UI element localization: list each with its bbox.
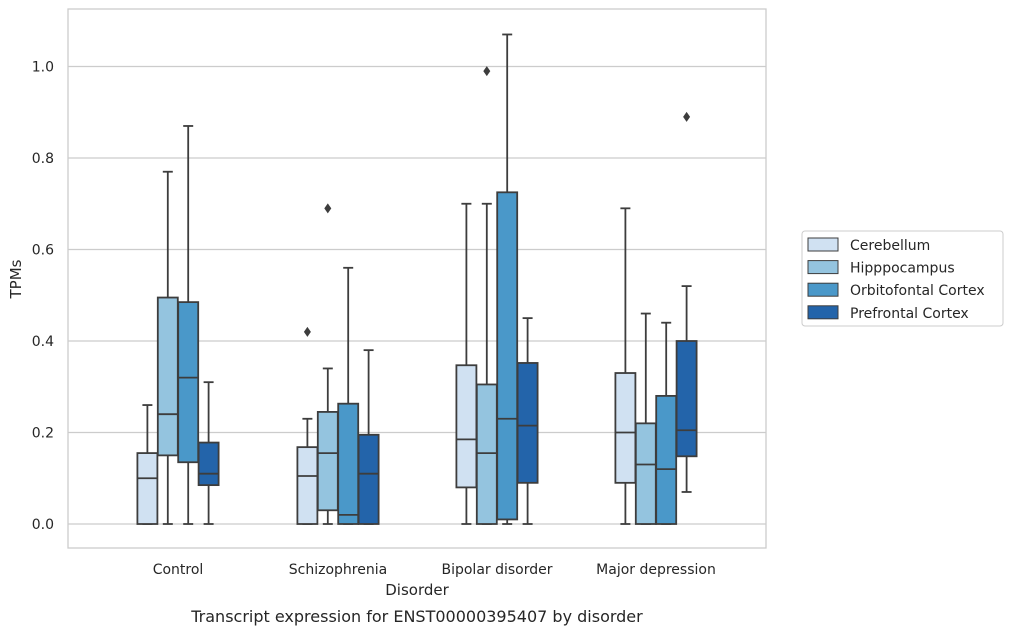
box xyxy=(177,125,200,525)
box-body xyxy=(634,422,657,525)
y-tick-label: 0.2 xyxy=(32,426,54,442)
legend-item: Cerebellum xyxy=(807,237,930,254)
box-body xyxy=(475,383,498,525)
x-axis-ticks: Control Schizophrenia Bipolar disorder Majo… xyxy=(153,562,716,578)
legend-swatch xyxy=(807,260,839,275)
box-body xyxy=(337,402,360,525)
legend-label: Cerebellum xyxy=(850,238,930,254)
box xyxy=(475,66,498,525)
legend-frame xyxy=(801,230,1004,327)
box-body xyxy=(197,441,220,487)
legend-swatch xyxy=(807,282,839,297)
outlier-point xyxy=(683,111,691,122)
outlier-point xyxy=(483,66,491,77)
box xyxy=(455,202,478,525)
y-tick-label: 0.0 xyxy=(32,517,54,533)
box xyxy=(496,33,519,525)
y-axis-ticks: 0.0 0.2 0.4 0.6 0.8 1.0 xyxy=(32,60,54,534)
box xyxy=(296,326,319,525)
box-body xyxy=(675,340,698,458)
x-tick-label: Control xyxy=(153,562,204,578)
series-0 xyxy=(136,202,637,525)
box xyxy=(156,170,179,525)
box-body xyxy=(614,372,637,484)
legend-item: Hipppocampus xyxy=(807,260,955,277)
x-tick-label: Schizophrenia xyxy=(289,562,387,578)
outlier-point xyxy=(324,203,332,214)
x-axis-label: Disorder xyxy=(385,581,449,599)
box-body xyxy=(655,394,678,525)
box xyxy=(337,266,360,525)
y-tick-label: 0.8 xyxy=(32,151,54,167)
box-body xyxy=(516,362,539,484)
x-tick-label: Bipolar disorder xyxy=(441,562,552,578)
box xyxy=(675,111,698,493)
outlier-point xyxy=(303,326,311,337)
series-1 xyxy=(156,66,657,525)
legend-swatch xyxy=(807,305,839,320)
series-3 xyxy=(197,111,698,525)
legend-label: Hipppocampus xyxy=(850,261,955,277)
y-axis-label: TPMs xyxy=(7,259,25,299)
box-body xyxy=(316,411,339,512)
box-body xyxy=(177,301,200,464)
box xyxy=(516,317,539,525)
box-body xyxy=(357,433,380,525)
legend: Cerebellum Hipppocampus Orbitofontal Corte… xyxy=(801,230,1004,327)
box xyxy=(197,381,220,525)
y-tick-label: 1.0 xyxy=(32,60,54,76)
series-2 xyxy=(177,33,678,525)
plot-area-frame xyxy=(67,8,767,549)
box-body xyxy=(136,452,159,525)
x-tick-label: Major depression xyxy=(596,562,716,578)
box xyxy=(136,404,159,525)
chart-caption: Transcript expression for ENST0000039540… xyxy=(190,607,643,626)
legend-swatch xyxy=(807,237,839,252)
box-body xyxy=(156,296,179,457)
box xyxy=(316,203,339,525)
y-tick-label: 0.4 xyxy=(32,334,54,350)
legend-label: Prefrontal Cortex xyxy=(850,306,969,322)
box-series xyxy=(136,33,698,525)
box-body xyxy=(496,191,519,521)
legend-item: Prefrontal Cortex xyxy=(807,305,969,322)
box xyxy=(357,349,380,525)
box xyxy=(655,321,678,525)
box-body xyxy=(296,446,319,525)
legend-label: Orbitofontal Cortex xyxy=(850,283,985,299)
y-tick-label: 0.6 xyxy=(32,243,54,259)
box xyxy=(614,207,637,525)
box xyxy=(634,312,657,525)
box-body xyxy=(455,364,478,489)
legend-item: Orbitofontal Cortex xyxy=(807,282,985,299)
